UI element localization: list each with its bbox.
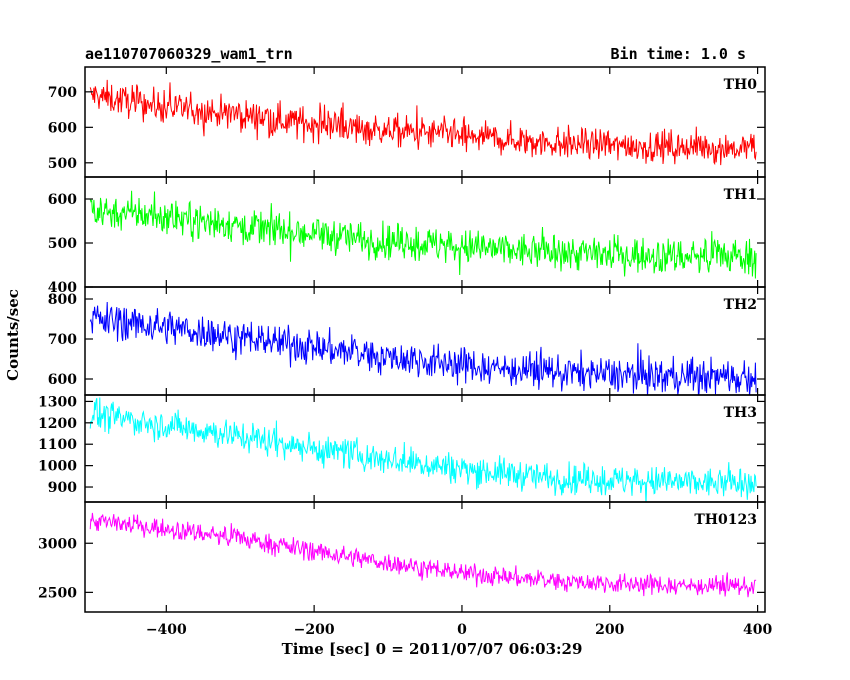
chart-title: ae110707060329_wam1_trn <box>85 45 293 63</box>
panel-label-th0: TH0 <box>724 77 758 93</box>
panel-frame <box>84 394 766 503</box>
panel-label-th3: TH3 <box>724 405 757 421</box>
y-tick-label: 800 <box>48 292 77 308</box>
x-tick-label: 400 <box>743 622 772 638</box>
bin-time-label: Bin time: 1.0 s <box>611 45 746 63</box>
y-tick-label: 500 <box>48 236 77 252</box>
panels-group: 500 600 700 TH0 400 500 600 TH1 600 700 800 TH2 900 1… <box>38 66 766 613</box>
x-tick-label: 200 <box>595 622 624 638</box>
y-axis-title: Counts/sec <box>4 289 22 381</box>
panel-label-th0123: TH0123 <box>694 512 757 528</box>
series-line-th0123 <box>89 512 757 598</box>
y-tick-label: 2500 <box>38 585 77 601</box>
panel-th1: 400 500 600 TH1 <box>48 176 766 296</box>
series-line-th3 <box>89 397 757 502</box>
panel-th0123: 2500 3000 TH0123 <box>38 501 766 613</box>
y-tick-label: 700 <box>48 85 77 101</box>
y-tick-label: 1200 <box>38 416 77 432</box>
panel-label-th1: TH1 <box>724 187 757 203</box>
y-tick-label: 1100 <box>38 437 77 453</box>
x-axis: −400 −200 0 200 400 <box>146 622 773 638</box>
y-tick-label: 900 <box>48 480 77 496</box>
panel-frame <box>84 286 766 396</box>
x-tick-label: 0 <box>457 622 467 638</box>
y-tick-label: 600 <box>48 120 77 136</box>
panel-th2: 600 700 800 TH2 <box>48 286 766 396</box>
panel-frame <box>84 501 766 613</box>
series-line-th0 <box>89 79 757 166</box>
series-line-th1 <box>89 190 757 279</box>
x-axis-title: Time [sec] 0 = 2011/07/07 06:03:29 <box>282 640 583 658</box>
panel-frame <box>84 176 766 288</box>
series-line-th2 <box>89 301 757 395</box>
panel-th3: 900 1000 1100 1200 1300 TH3 <box>38 394 766 503</box>
x-tick-label: −200 <box>294 622 335 638</box>
y-tick-label: 500 <box>48 156 77 172</box>
y-tick-label: 700 <box>48 332 77 348</box>
y-tick-label: 600 <box>48 192 77 208</box>
y-tick-label: 400 <box>48 280 77 296</box>
x-tick-label: −400 <box>146 622 187 638</box>
y-tick-label: 3000 <box>38 536 77 552</box>
panel-th0: 500 600 700 TH0 <box>48 66 766 178</box>
panel-label-th2: TH2 <box>724 297 757 313</box>
y-tick-label: 1300 <box>38 394 77 410</box>
y-tick-label: 1000 <box>38 459 77 475</box>
y-tick-label: 600 <box>48 372 77 388</box>
